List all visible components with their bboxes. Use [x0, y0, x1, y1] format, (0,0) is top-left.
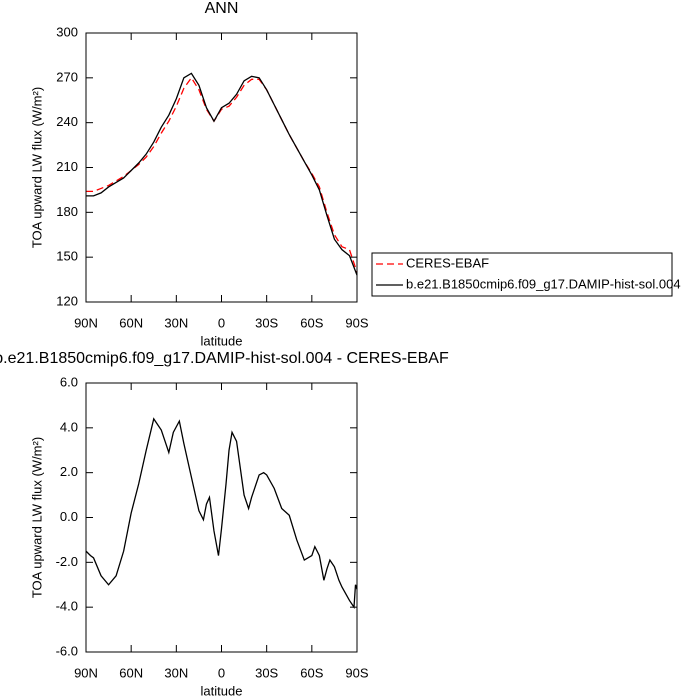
- x-tick-label: 60N: [119, 665, 143, 680]
- x-tick-label: 60S: [300, 315, 323, 330]
- legend-label: CERES-EBAF: [406, 255, 489, 270]
- chart-title: b.e21.B1850cmip6.f09_g17.DAMIP-hist-sol.…: [0, 350, 449, 367]
- y-tick-label: 120: [56, 293, 78, 308]
- y-tick-label: -4.0: [56, 599, 78, 614]
- y-axis-title: TOA upward LW flux (W/m²): [29, 87, 44, 248]
- legend-label: b.e21.B1850cmip6.f09_g17.DAMIP-hist-sol.…: [406, 276, 681, 291]
- y-tick-label: 240: [56, 114, 78, 129]
- x-tick-label: 90S: [345, 315, 368, 330]
- data-line: [85, 417, 358, 610]
- y-tick-label: 210: [56, 159, 78, 174]
- y-tick-label: 6.0: [60, 374, 78, 389]
- legend-box: [371, 252, 673, 297]
- x-tick-label: 0: [218, 665, 225, 680]
- x-tick-label: 30N: [164, 665, 188, 680]
- y-tick-label: 180: [56, 204, 78, 219]
- y-tick-label: -2.0: [56, 554, 78, 569]
- x-tick-label: 90S: [345, 665, 368, 680]
- x-tick-label: 30S: [255, 665, 278, 680]
- x-tick-label: 0: [218, 315, 225, 330]
- y-tick-label: 0.0: [60, 509, 78, 524]
- y-tick-label: 4.0: [60, 419, 78, 434]
- plot-frame: [85, 32, 358, 303]
- y-tick-label: 300: [56, 24, 78, 39]
- x-tick-label: 90N: [74, 665, 98, 680]
- y-tick-label: 150: [56, 249, 78, 264]
- x-tick-label: 30N: [164, 315, 188, 330]
- x-tick-label: 60S: [300, 665, 323, 680]
- y-axis-title: TOA upward LW flux (W/m²): [29, 437, 44, 598]
- x-tick-label: 30S: [255, 315, 278, 330]
- x-tick-label: 90N: [74, 315, 98, 330]
- y-tick-label: 2.0: [60, 464, 78, 479]
- y-tick-label: 270: [56, 69, 78, 84]
- plot-frame: [85, 382, 358, 653]
- chart-title: ANN: [205, 0, 239, 17]
- x-axis-title: latitude: [201, 333, 243, 348]
- y-tick-label: -6.0: [56, 643, 78, 658]
- data-line: [86, 72, 358, 276]
- x-axis-title: latitude: [201, 683, 243, 698]
- x-tick-label: 60N: [119, 315, 143, 330]
